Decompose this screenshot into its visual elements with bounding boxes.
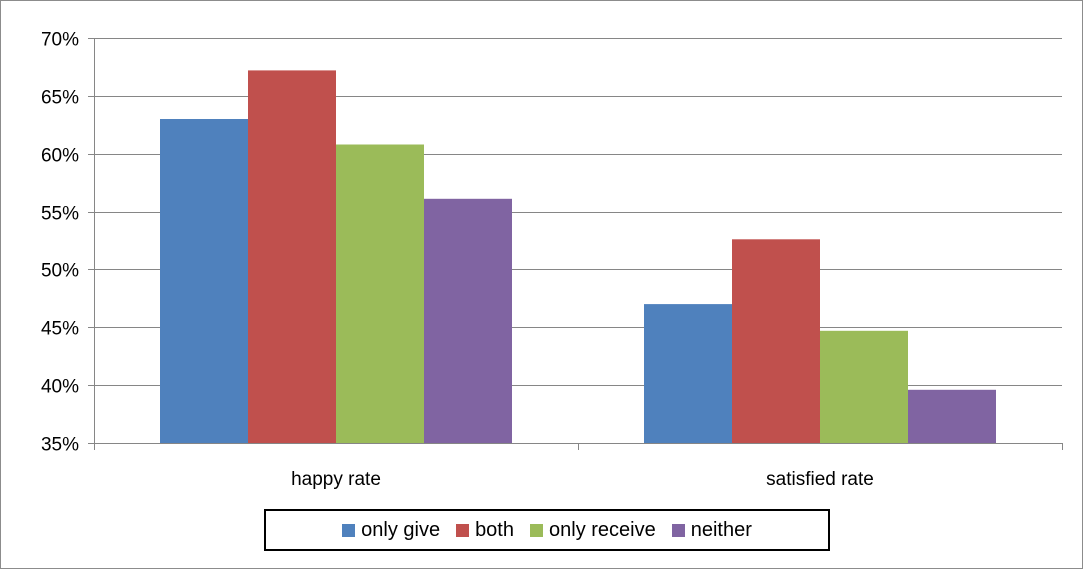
legend-label: neither bbox=[690, 518, 752, 541]
x-axis-categories: happy rate satisfied rate bbox=[291, 469, 874, 490]
bar-only-receive-satisfied-rate bbox=[820, 330, 908, 443]
legend-item: both bbox=[456, 519, 514, 542]
bar-only-give-happy-rate bbox=[160, 119, 248, 443]
bar-only-give-satisfied-rate bbox=[644, 304, 732, 443]
y-tick-label: 40% bbox=[41, 377, 79, 398]
y-tick-label: 70% bbox=[41, 30, 79, 51]
y-tick-label: 35% bbox=[41, 435, 79, 456]
legend-swatch bbox=[671, 523, 685, 537]
legend-label: only give bbox=[361, 518, 441, 541]
y-tick-label: 50% bbox=[41, 261, 79, 282]
axes bbox=[88, 38, 1063, 450]
bars bbox=[160, 70, 996, 444]
legend-swatch bbox=[342, 523, 356, 537]
legend-item: only receive bbox=[530, 519, 656, 542]
bar-both-happy-rate bbox=[248, 70, 336, 444]
legend-swatch bbox=[530, 523, 543, 537]
legend-label: both bbox=[475, 518, 514, 541]
legend-item: neither bbox=[671, 518, 752, 542]
legend-label: only receive bbox=[549, 518, 656, 541]
y-axis-ticks: 35% 40% 45% 50% 55% 60% 65% 70% bbox=[41, 30, 79, 456]
y-tick-label: 60% bbox=[41, 146, 79, 167]
y-tick-label: 45% bbox=[41, 319, 79, 340]
y-tick-label: 55% bbox=[41, 204, 79, 225]
bar-neither-happy-rate bbox=[424, 198, 512, 443]
legend: only give both only receive neither bbox=[264, 509, 830, 551]
bar-both-satisfied-rate bbox=[732, 239, 820, 443]
legend-swatch bbox=[456, 523, 470, 537]
y-tick-label: 65% bbox=[41, 88, 79, 109]
legend-item: only give bbox=[342, 519, 440, 542]
bar-neither-satisfied-rate bbox=[908, 389, 996, 443]
x-category-label: satisfied rate bbox=[766, 469, 874, 490]
bar-only-receive-happy-rate bbox=[336, 144, 424, 443]
x-category-label: happy rate bbox=[291, 469, 381, 490]
